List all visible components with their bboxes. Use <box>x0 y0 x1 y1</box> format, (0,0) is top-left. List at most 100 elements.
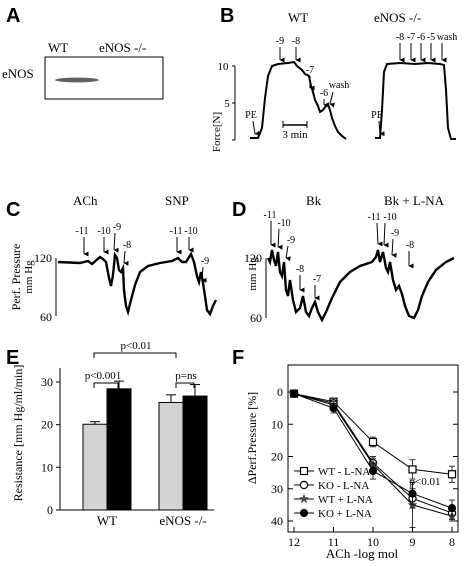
b-ko-arrow-label-7: -7 <box>407 32 415 43</box>
e-bracket-ko <box>175 382 195 388</box>
f-legend-marker-0 <box>299 466 309 476</box>
d-arrow-label-lna-11: -11 <box>368 212 381 223</box>
f-xtick-label-1: 11 <box>328 535 340 549</box>
b-wt-arrow-label-7: -7 <box>306 65 314 76</box>
f-ytick-label-4: 40 <box>271 514 283 528</box>
panel-c-ytick-120: 120 <box>34 251 52 265</box>
e-xtick-wt: WT <box>97 513 117 528</box>
f-ytick-label-3: 30 <box>271 482 283 496</box>
panel-b-ytick-10: 10 <box>218 61 230 73</box>
b-ko-arrow-label-8: -8 <box>396 32 404 43</box>
d-arrow-label-lna-10: -10 <box>383 212 396 223</box>
trace-c <box>57 251 218 317</box>
b-ko-arrows: PE -8 -7 -6 -5 wash <box>371 32 457 137</box>
f-legend-label-0: WT - L-NA <box>318 466 370 478</box>
f-p-label: p<0.01 <box>410 476 441 488</box>
f-plot-area <box>289 388 457 528</box>
panel-d: D Bk Bk + L-NA mm Hg 120 60 -11 -10 -9 -… <box>232 193 455 325</box>
f-legend-marker-3 <box>299 508 309 518</box>
panel-b-ytick-5: 5 <box>224 98 230 110</box>
e-plot-area <box>82 380 208 511</box>
f-point-0-3 <box>408 465 417 474</box>
d-arrow-label-8: -8 <box>296 264 304 275</box>
panel-c-title-snp: SNP <box>165 193 189 208</box>
f-legend: WT - L-NA KO - L-NA WT + L-NA KO + L-NA <box>294 466 373 520</box>
f-xtick-label-0: 12 <box>288 535 300 549</box>
e-ytick-label-3: 30 <box>41 375 53 389</box>
e-ytick-label-2: 20 <box>41 418 53 432</box>
panel-b: B WT eNOS -/- Force[N] 10 5 3 min PE -9 … <box>211 5 457 152</box>
e-bracket-outer <box>93 352 177 358</box>
scalebar-label: 3 min <box>282 129 308 141</box>
f-legend-label-3: KO + L-NA <box>318 508 372 520</box>
panel-c-ylabel-1: Perf. Pressure <box>9 244 23 311</box>
western-blot <box>44 56 164 100</box>
bar-1-1 <box>182 395 208 511</box>
d-arrow-label-10: -10 <box>277 218 290 229</box>
d-arrows: -11 -10 -9 -8 -7 -11 -10 -9 -8 <box>264 210 414 301</box>
panel-b-title-ko: eNOS -/- <box>374 10 421 25</box>
blot-band-wt <box>55 77 99 83</box>
e-p-label-wt: p<0.001 <box>85 370 121 382</box>
d-arrow-label-lna-8: -8 <box>406 240 414 251</box>
c-arrows: -11 -10 -9 -8 -11 -10 -9 <box>76 222 209 283</box>
panel-c: C ACh SNP Perf. Pressure mm Hg 120 60 -1… <box>6 193 218 324</box>
f-legend-label-2: WT + L-NA <box>318 494 373 506</box>
b-wt-arrow-label-wash: wash <box>329 80 350 91</box>
c-arrow-label-8: -8 <box>123 240 131 251</box>
panel-b-letter: B <box>220 5 234 27</box>
panel-a-letter: A <box>6 5 20 27</box>
c-arrow-label-11: -11 <box>76 226 89 237</box>
panel-c-ylabel-2: mm Hg <box>23 260 35 294</box>
f-xtick-label-4: 8 <box>449 535 455 549</box>
b-ko-arrow-label-5: -5 <box>427 32 435 43</box>
c-arrow-label-snp-11: -11 <box>170 226 183 237</box>
f-ytick-label-1: 10 <box>271 417 283 431</box>
panel-e-letter: E <box>6 347 19 369</box>
d-arrow-label-lna-9: -9 <box>391 228 399 239</box>
f-axes: 0 10 20 30 40 12 11 10 9 8 <box>271 364 459 549</box>
panel-c-letter: C <box>6 199 20 221</box>
trace-d <box>266 249 455 323</box>
c-arrow-label-snp-10: -10 <box>184 226 197 237</box>
b-ko-arrow-label-6: -6 <box>417 32 425 43</box>
panel-d-title-bk: Bk <box>306 193 322 208</box>
f-xlabel: ACh -log mol <box>326 546 399 561</box>
c-arrow-label-10: -10 <box>97 226 110 237</box>
lane-label-enos-ko: eNOS -/- <box>99 40 146 55</box>
b-wt-arrow-label-pe: PE <box>245 110 257 121</box>
e-ylabel: Resistance [mm Hg/ml/min] <box>11 365 25 502</box>
f-point-3-3 <box>408 489 417 498</box>
panel-a: A WT eNOS -/- eNOS <box>2 5 164 100</box>
f-point-0-4 <box>447 470 457 479</box>
b-wt-arrow-label-6: -6 <box>320 88 328 99</box>
e-p-label-ko: p=ns <box>175 370 196 382</box>
panel-b-title-wt: WT <box>288 10 308 25</box>
d-arrow-label-9: -9 <box>287 235 295 246</box>
panel-d-ylabel: mm Hg <box>247 257 259 291</box>
f-point-3-4 <box>447 504 457 513</box>
panel-d-ytick-120: 120 <box>244 251 262 265</box>
panel-d-letter: D <box>232 199 246 221</box>
e-xtick-enos-ko: eNOS -/- <box>159 513 206 528</box>
bar-0-1 <box>106 388 132 511</box>
e-p-label-outer: p<0.01 <box>121 340 152 352</box>
f-point-3-0 <box>289 389 299 398</box>
lane-label-wt: WT <box>48 40 68 55</box>
f-point-3-1 <box>329 404 338 413</box>
trace-b-ko <box>375 61 456 140</box>
e-ytick-label-1: 10 <box>41 460 53 474</box>
panel-d-ytick-60: 60 <box>250 311 262 325</box>
f-legend-marker-1 <box>299 480 309 490</box>
f-ytick-label-2: 20 <box>271 450 283 464</box>
panel-e: E Resistance [mm Hg/ml/min] 0 10 20 30 WT e… <box>6 340 214 528</box>
e-bracket-wt <box>93 382 119 388</box>
b-wt-arrow-label-8: -8 <box>292 36 300 47</box>
panel-d-title-bk-lna: Bk + L-NA <box>384 193 445 208</box>
f-legend-marker-2 <box>299 493 309 504</box>
f-frame <box>287 364 459 533</box>
e-axes: 0 10 20 30 <box>41 368 214 517</box>
d-arrow-label-11: -11 <box>264 210 277 221</box>
e-ytick-label-0: 0 <box>47 503 53 517</box>
